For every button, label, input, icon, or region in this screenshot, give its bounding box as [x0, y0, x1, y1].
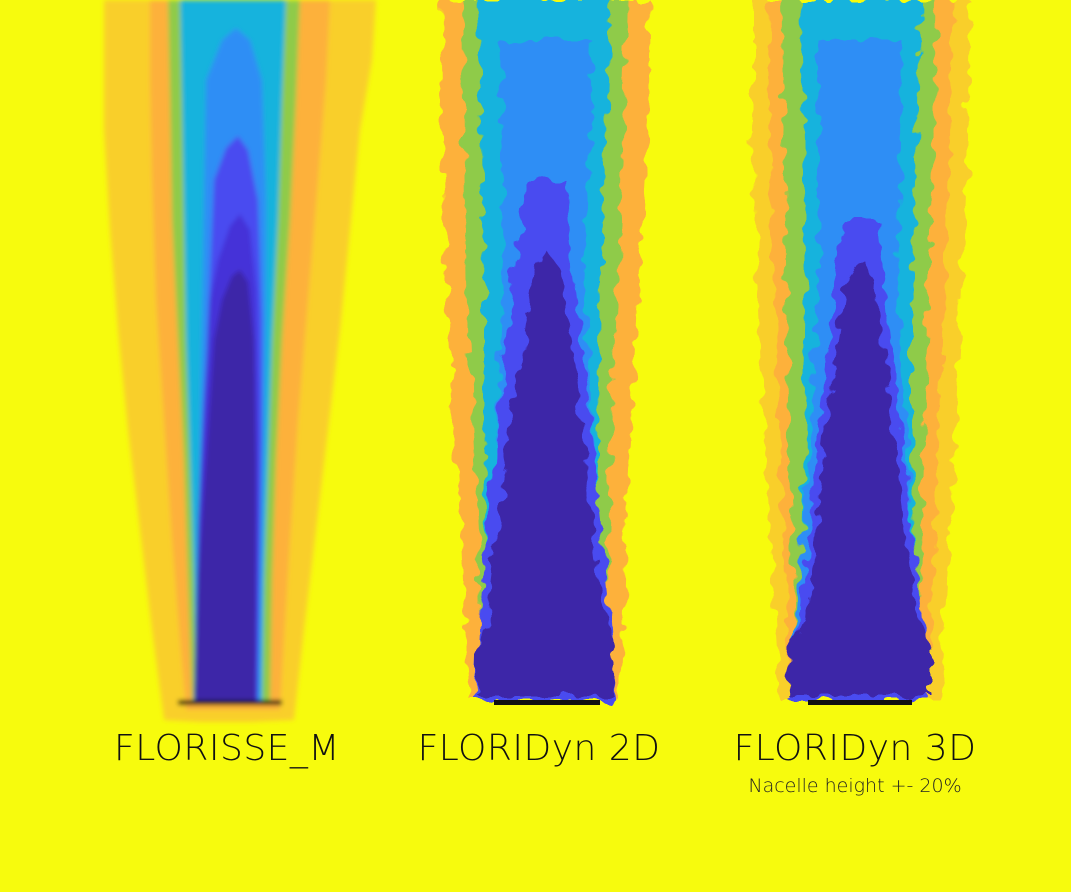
panel-subtitle-floridyn-3d: Nacelle height +- 20% [748, 775, 962, 797]
panel-title-floridyn-2d: FLORIDyn 2D [417, 728, 661, 769]
rotor-disk [494, 700, 600, 705]
floridyn-2d-wake [440, 0, 650, 705]
florisse-m-wake [104, 0, 376, 722]
panel-title-florisse-m: FLORISSE_M [114, 728, 340, 769]
rotor-disk [178, 700, 282, 705]
panel-title-floridyn-3d: FLORIDyn 3D [733, 728, 977, 769]
wake-core [788, 258, 932, 696]
wake-core [194, 270, 256, 700]
floridyn-3d-wake [752, 0, 970, 705]
wake-core [478, 250, 614, 696]
rotor-disk [808, 700, 912, 705]
